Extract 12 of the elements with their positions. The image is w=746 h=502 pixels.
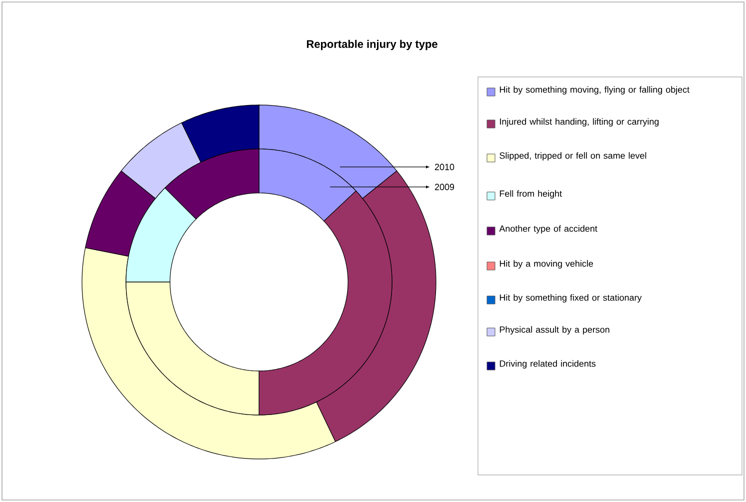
chart-title: Reportable injury by type [306, 40, 438, 50]
slice-label: 2009 [434, 184, 454, 190]
legend-label: Driving related incidents [500, 360, 596, 369]
legend-label: Physical assult by a person [500, 326, 610, 335]
legend-label: Hit by a moving vehicle [500, 260, 593, 269]
legend-label: Hit by something moving, flying or falling object [500, 86, 690, 95]
slice-label: 2010 [434, 164, 454, 170]
legend-label: Hit by something fixed or stationary [500, 294, 642, 303]
legend-label: Slipped, tripped or fell on same level [500, 152, 646, 161]
legend-label: Another type of accident [499, 225, 598, 234]
legend-label: Fell from height [500, 190, 562, 199]
legend-label: Injured whilst handing, lifting or carrying [500, 118, 659, 127]
